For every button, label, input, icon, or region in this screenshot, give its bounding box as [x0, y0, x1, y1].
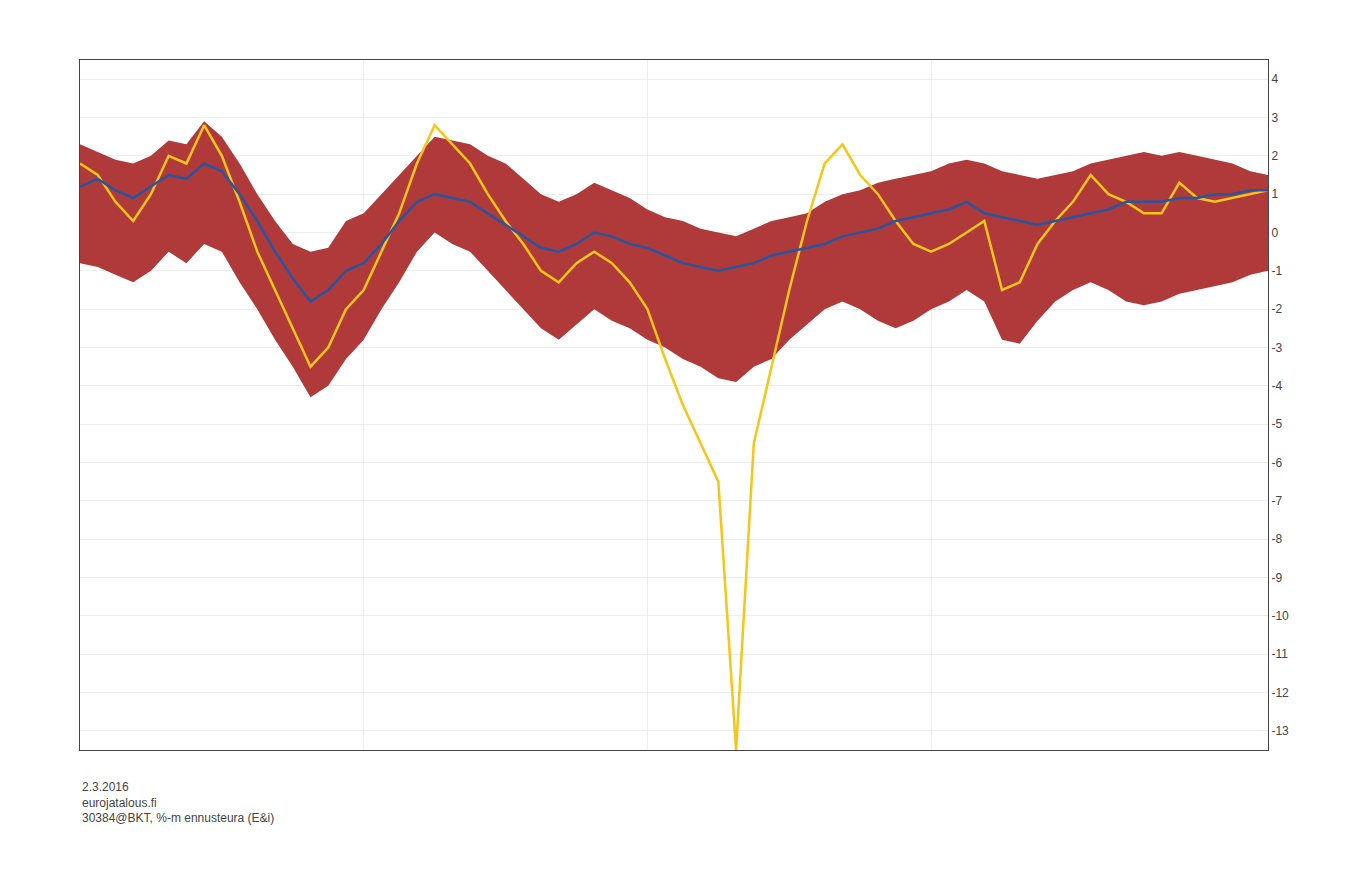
svg-text:-13: -13: [1271, 724, 1289, 738]
svg-text:-9: -9: [1271, 571, 1282, 585]
svg-text:-12: -12: [1271, 686, 1289, 700]
svg-text:-11: -11: [1271, 647, 1288, 661]
svg-text:-10: -10: [1271, 609, 1289, 623]
svg-text:3: 3: [1271, 111, 1278, 125]
svg-text:-6: -6: [1271, 456, 1282, 470]
svg-text:-3: -3: [1271, 341, 1282, 355]
svg-text:0: 0: [1271, 226, 1278, 240]
svg-text:-4: -4: [1271, 379, 1282, 393]
svg-text:-2: -2: [1271, 302, 1282, 316]
svg-text:4: 4: [1271, 72, 1278, 86]
svg-text:-5: -5: [1271, 417, 1282, 431]
svg-text:-7: -7: [1271, 494, 1282, 508]
svg-text:2.3.2016eurojatalous.fi30384@B: 2.3.2016eurojatalous.fi30384@BKT, %-m en…: [82, 780, 274, 825]
svg-text:-1: -1: [1271, 264, 1282, 278]
svg-text:1: 1: [1271, 187, 1278, 201]
svg-text:2: 2: [1271, 149, 1278, 163]
svg-text:-8: -8: [1271, 532, 1282, 546]
